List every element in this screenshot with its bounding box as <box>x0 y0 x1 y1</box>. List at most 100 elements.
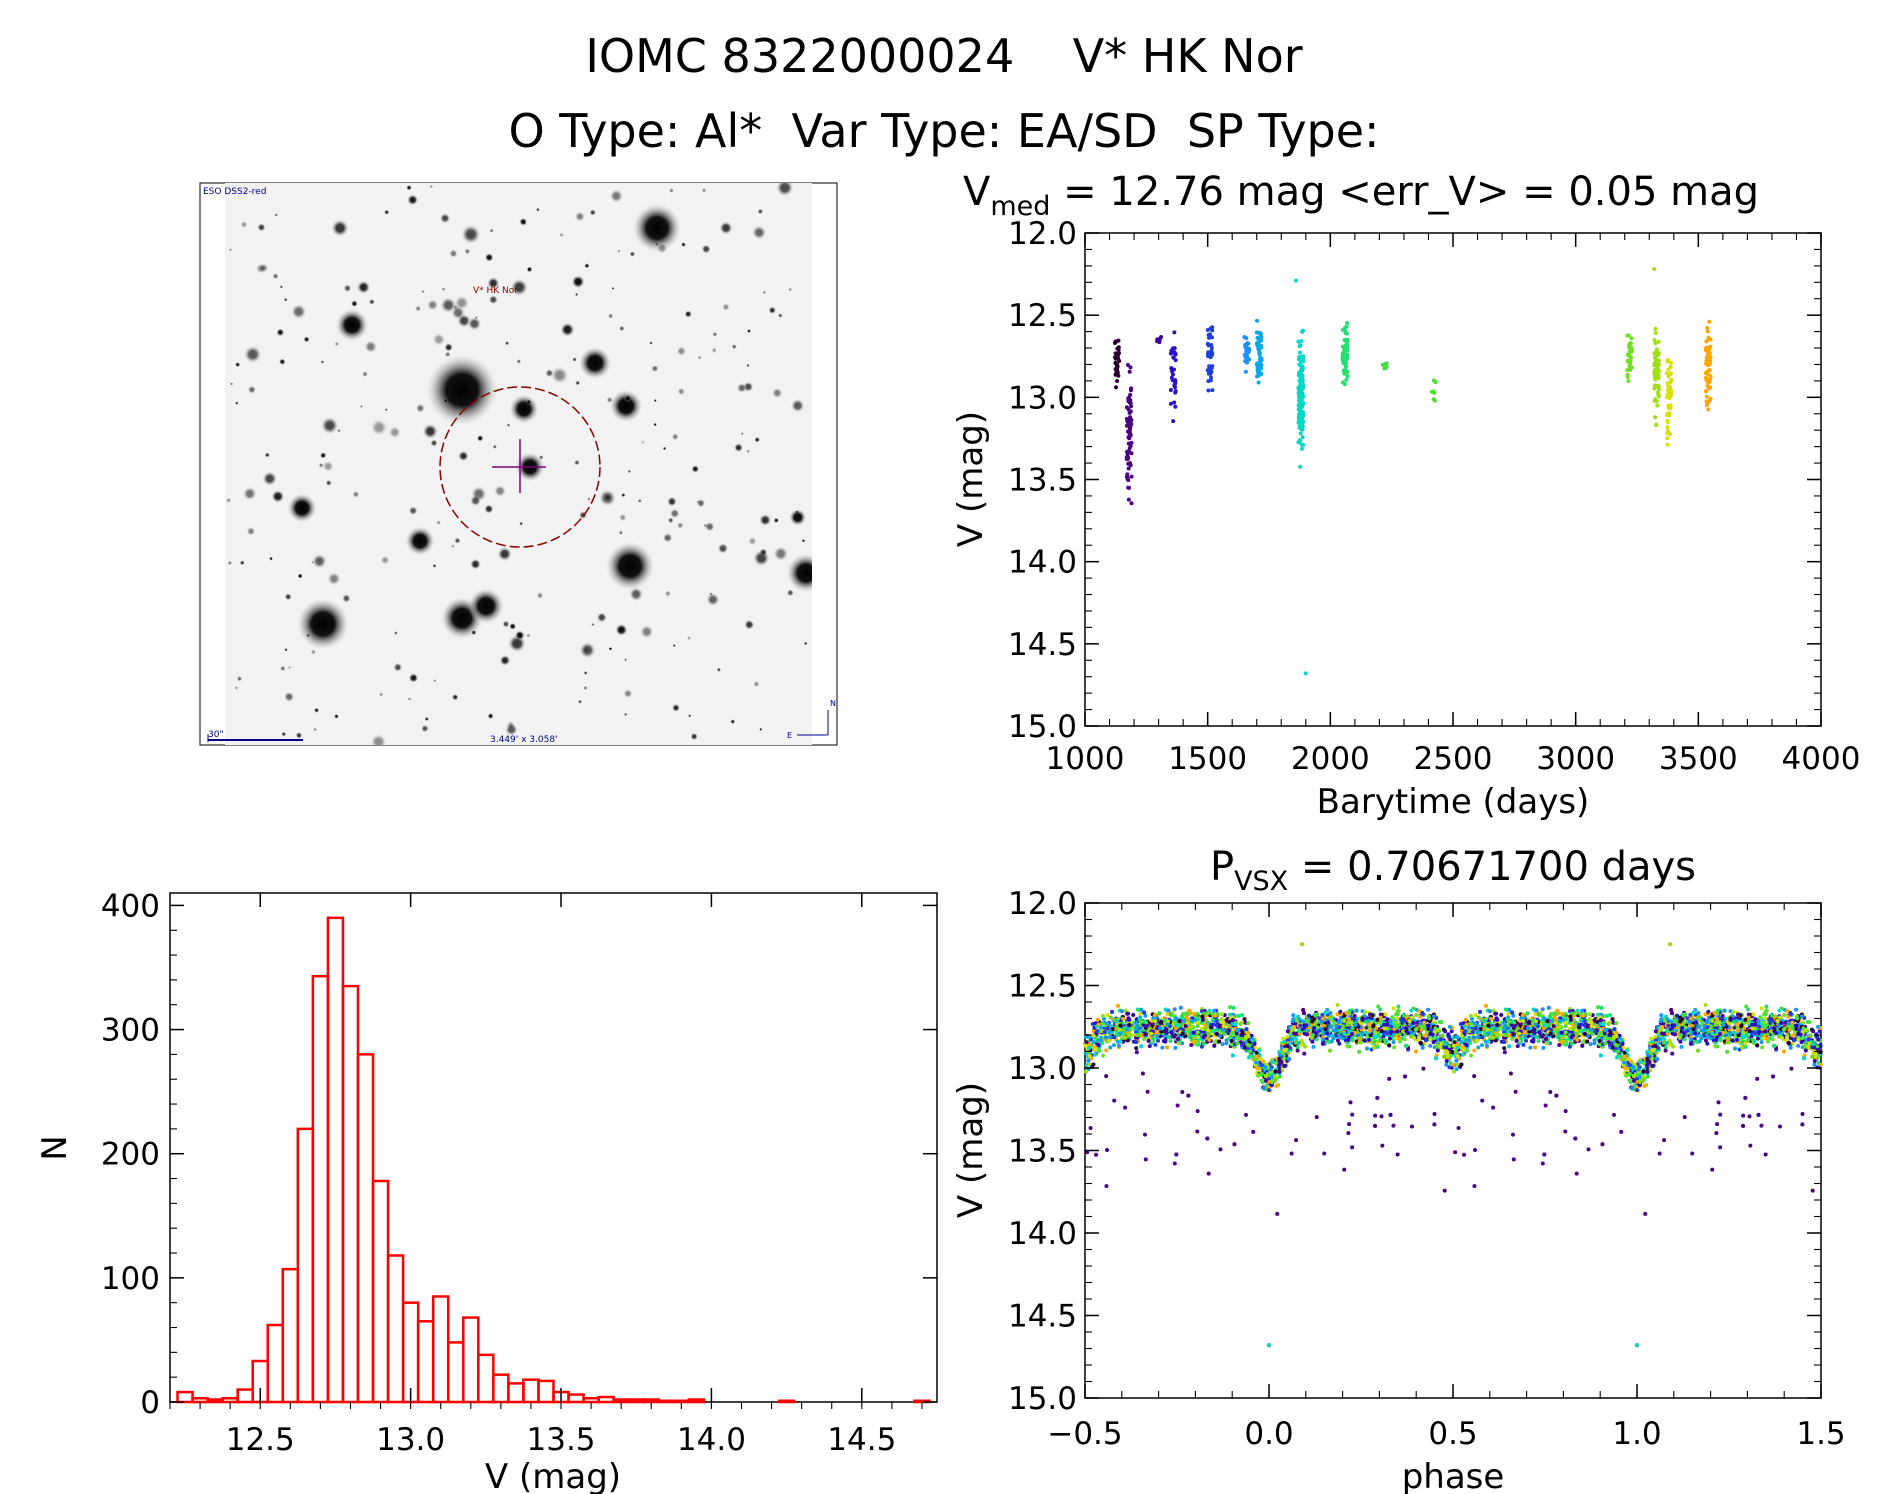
finder-star <box>506 721 515 729</box>
histogram-bar <box>462 1316 480 1404</box>
phased-point <box>1311 1044 1316 1049</box>
phased-point <box>1716 1100 1721 1105</box>
lightcurve-point <box>1626 359 1631 364</box>
lightcurve-point <box>1206 379 1211 384</box>
finder-star <box>234 361 241 368</box>
lightcurve-title: Vmed = 12.76 mag <err_V> = 0.05 mag <box>963 169 1759 222</box>
phased-point <box>1563 1024 1568 1029</box>
lightcurve-point <box>1298 343 1303 348</box>
lightcurve-point <box>1341 380 1346 385</box>
phased-light-curve: PVSX = 0.70671700 days −0.5 0.0 0.5 1.0 1.51… <box>951 844 1846 1494</box>
phased-point <box>1094 1152 1099 1157</box>
phased-point <box>1627 1063 1632 1068</box>
compass-north-label: N <box>830 699 836 708</box>
lightcurve-point <box>1704 389 1709 394</box>
phased-point <box>1123 1105 1128 1110</box>
histogram-xtick-label: 14.5 <box>827 1422 896 1458</box>
lightcurve-point <box>1126 407 1131 412</box>
finder-scale-label: 30" <box>208 730 224 740</box>
finder-star <box>677 522 684 529</box>
phased-point <box>1355 1016 1360 1021</box>
lightcurve-frame <box>1084 232 1822 727</box>
finder-star <box>583 670 588 675</box>
finder-star <box>274 213 279 217</box>
histogram-xlabel: V (mag) <box>485 1457 621 1494</box>
phased-point <box>1450 1062 1455 1067</box>
phased-title-main: P <box>1210 844 1234 890</box>
light-curve-plot: Vmed = 12.76 mag <err_V> = 0.05 mag 1000… <box>951 169 1860 822</box>
lightcurve-point <box>1296 416 1301 421</box>
finder-star <box>574 292 579 297</box>
phased-point <box>1583 1031 1588 1036</box>
finder-fov-label: 3.449' x 3.058' <box>490 735 558 745</box>
phased-point <box>1346 1131 1351 1136</box>
phased-point <box>1215 1031 1220 1036</box>
finder-star <box>579 347 611 379</box>
finder-star <box>623 712 628 717</box>
phased-point <box>1748 1143 1753 1148</box>
phased-point <box>1469 1053 1474 1058</box>
phased-point <box>1480 1043 1485 1048</box>
phased-point <box>1476 1045 1481 1050</box>
phased-point <box>1460 1052 1465 1057</box>
finder-star <box>264 452 270 458</box>
phased-point <box>1217 1033 1222 1038</box>
lightcurve-point <box>1298 431 1303 436</box>
finder-star <box>408 673 419 683</box>
lightcurve-ylabel: V (mag) <box>951 411 991 547</box>
finder-star <box>762 290 766 295</box>
phased-point <box>1277 1074 1282 1079</box>
lightcurve-point <box>1301 419 1306 424</box>
finder-star <box>759 727 763 731</box>
finder-star <box>655 242 659 246</box>
lightcurve-point <box>1342 371 1347 376</box>
phased-point <box>1421 1066 1426 1071</box>
lightcurve-point <box>1708 359 1713 364</box>
finder-star <box>449 249 458 258</box>
lightcurve-point <box>1384 364 1389 369</box>
lightcurve-point <box>1665 418 1670 423</box>
histogram-bar <box>612 1398 630 1404</box>
phased-point <box>1732 1025 1737 1030</box>
phased-point <box>1792 1030 1797 1035</box>
phased-point <box>1210 1011 1215 1016</box>
lightcurve-ytick-label: 13.0 <box>1008 380 1077 416</box>
finder-star <box>609 189 624 203</box>
finder-star <box>456 404 461 409</box>
phased-point <box>1268 1067 1273 1072</box>
phased-point <box>1816 1037 1821 1042</box>
finder-star <box>776 183 794 197</box>
lightcurve-point <box>1172 330 1177 335</box>
lightcurve-point <box>1706 355 1711 360</box>
lightcurve-point <box>1665 436 1670 441</box>
phased-point <box>1759 1040 1764 1045</box>
lightcurve-point <box>1255 341 1260 346</box>
phased-point <box>1218 1147 1223 1152</box>
finder-star <box>378 692 384 697</box>
lightcurve-point <box>1124 417 1129 422</box>
finder-star <box>575 380 581 386</box>
finder-star <box>427 299 439 311</box>
finder-star <box>295 731 303 739</box>
phased-point <box>1119 1009 1124 1014</box>
histogram-bar <box>416 1320 435 1404</box>
phased-point <box>1459 1033 1464 1038</box>
lightcurve-point <box>1297 393 1302 398</box>
finder-star <box>697 355 702 360</box>
finder-star <box>788 287 793 292</box>
finder-star <box>426 354 498 426</box>
phased-point <box>1645 1074 1650 1079</box>
lightcurve-point <box>1668 406 1673 411</box>
finder-star <box>279 285 283 289</box>
lightcurve-point <box>1129 501 1134 506</box>
phased-point <box>1335 1002 1340 1007</box>
phased-point <box>1758 1015 1763 1020</box>
phased-point <box>1392 1045 1397 1050</box>
histogram-bar <box>386 1254 405 1404</box>
lightcurve-point <box>1708 396 1713 401</box>
phased-point <box>1140 1071 1145 1076</box>
phased-point <box>1489 1039 1494 1044</box>
lightcurve-xlabel: Barytime (days) <box>1317 782 1590 822</box>
finder-star <box>370 419 388 436</box>
histogram-bar <box>176 1390 194 1404</box>
